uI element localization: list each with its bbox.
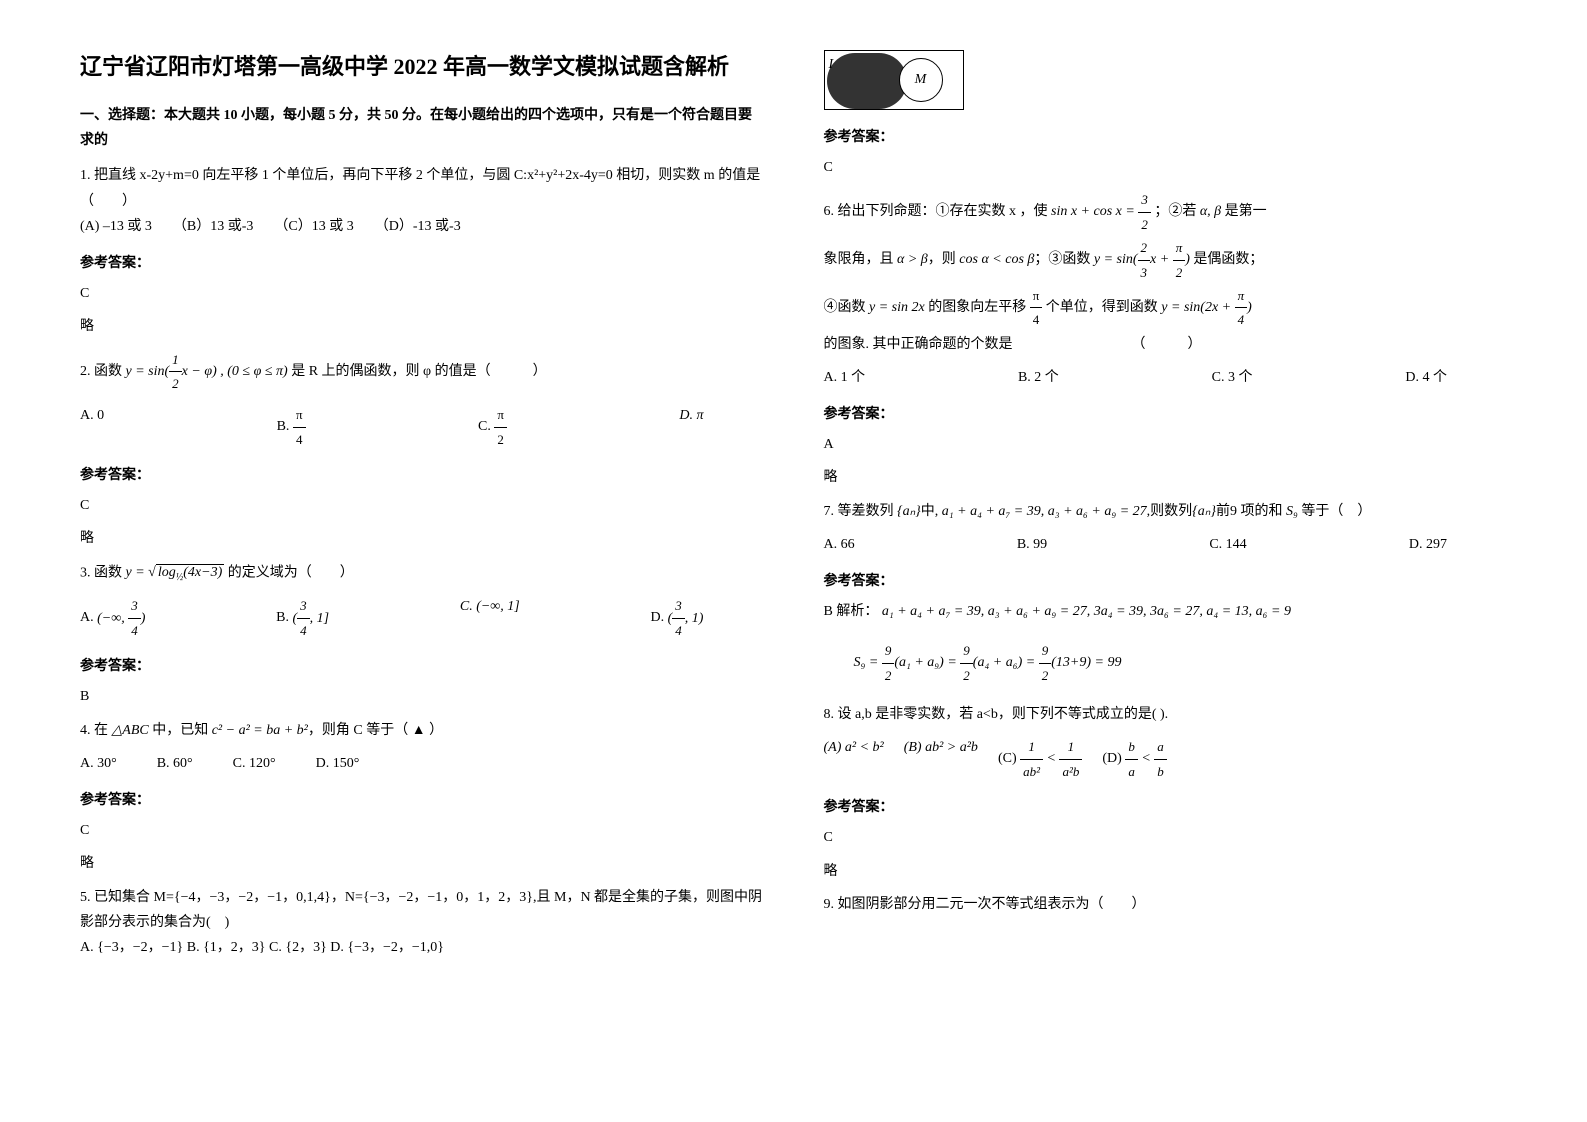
q5-answer: C: [824, 155, 1508, 180]
q7-answer-prefix: B 解析：: [824, 604, 879, 619]
q6-options: A. 1 个 B. 2 个 C. 3 个 D. 4 个: [824, 365, 1508, 390]
q3-opt-c: C. (−∞, 1]: [460, 594, 520, 642]
q2-opt-c: C. π2: [478, 403, 507, 451]
q3-answer: B: [80, 684, 764, 709]
q1-answer-label: 参考答案：: [80, 251, 764, 276]
question-8: 8. 设 a,b 是非零实数，若 a<b，则下列不等式成立的是( ). (A) …: [824, 702, 1508, 783]
q7-text: 7. 等差数列 {aₙ}中, a₁ + a₄ + a₇ = 39, a₃ + a…: [824, 499, 1508, 524]
q8-text: 8. 设 a,b 是非零实数，若 a<b，则下列不等式成立的是( ).: [824, 702, 1508, 727]
q2-answer: C: [80, 493, 764, 518]
q1-answer: C: [80, 281, 764, 306]
q7-opt-d: D. 297: [1409, 532, 1447, 557]
q2-answer-label: 参考答案：: [80, 463, 764, 488]
section-1-header: 一、选择题：本大题共 10 小题，每小题 5 分，共 50 分。在每小题给出的四…: [80, 103, 764, 153]
q5-answer-label: 参考答案：: [824, 125, 1508, 150]
q7-answer-label: 参考答案：: [824, 569, 1508, 594]
q3-prefix: 3. 函数: [80, 565, 122, 580]
q4-opt-b: B. 60°: [157, 751, 193, 776]
q6-line3: ④函数 y = sin 2x 的图象向左平移 π4 个单位，得到函数 y = s…: [824, 284, 1508, 332]
question-7: 7. 等差数列 {aₙ}中, a₁ + a₄ + a₇ = 39, a₃ + a…: [824, 499, 1508, 557]
left-column: 辽宁省辽阳市灯塔第一高级中学 2022 年高一数学文模拟试题含解析 一、选择题：…: [80, 50, 764, 1072]
q3-opt-a: A. (−∞, 34): [80, 594, 145, 642]
q6-line2: 象限角，且 α > β，则 cos α < cos β；③函数 y = sin(…: [824, 236, 1508, 284]
q6-answer-label: 参考答案：: [824, 402, 1508, 427]
q2-opt-d: D. π: [679, 403, 703, 451]
q8-opt-c: (C) 1ab² < 1a²b: [998, 735, 1082, 783]
q6-opt-a: A. 1 个: [824, 365, 866, 390]
q7-opt-b: B. 99: [1017, 532, 1047, 557]
q6-suffix: 的图象. 其中正确命题的个数是 （ ）: [824, 332, 1508, 357]
q2-formula: y = sin(12x − φ) , (0 ≤ φ ≤ π): [126, 364, 292, 379]
venn-shaded-region: [827, 53, 907, 109]
q4-text: 4. 在 △ABC 中，已知 c² − a² = ba + b²，则角 C 等于…: [80, 718, 764, 743]
q5-text: 5. 已知集合 M={−4，−3，−2，−1，0,1,4}，N={−3，−2，−…: [80, 885, 764, 935]
q7-analysis: B 解析： a₁ + a₄ + a₇ = 39, a₃ + a₆ + a₉ = …: [824, 599, 1508, 624]
venn-label-i: I: [829, 52, 834, 77]
question-2: 2. 函数 y = sin(12x − φ) , (0 ≤ φ ≤ π) 是 R…: [80, 348, 764, 452]
question-9: 9. 如图阴影部分用二元一次不等式组表示为（ ）: [824, 892, 1508, 917]
q8-note: 略: [824, 859, 1508, 884]
question-3: 3. 函数 y = √log½(4x−3) 的定义域为（ ） A. (−∞, 3…: [80, 560, 764, 643]
q6-opt-c: C. 3 个: [1212, 365, 1253, 390]
q2-opt-a: A. 0: [80, 403, 104, 451]
q4-opt-a: A. 30°: [80, 751, 117, 776]
venn-diagram: I M: [824, 50, 964, 110]
q7-calc2: S₉ = 92(a₁ + a₉) = 92(a₄ + a₆) = 92(13+9…: [854, 639, 1508, 687]
q4-answer-label: 参考答案：: [80, 788, 764, 813]
q8-opt-a: (A) a² < b²: [824, 735, 884, 783]
right-column: I M 参考答案： C 6. 给出下列命题：①存在实数 x ，使 sin x +…: [824, 50, 1508, 1072]
q2-opt-b: B. π4: [277, 403, 306, 451]
q3-formula: y = √log½(4x−3): [126, 564, 228, 580]
question-1: 1. 把直线 x-2y+m=0 向左平移 1 个单位后，再向下平移 2 个单位，…: [80, 163, 764, 239]
q1-text: 1. 把直线 x-2y+m=0 向左平移 1 个单位后，再向下平移 2 个单位，…: [80, 163, 764, 213]
q4-opt-c: C. 120°: [233, 751, 276, 776]
q8-opt-b: (B) ab² > a²b: [904, 735, 978, 783]
q6-note: 略: [824, 465, 1508, 490]
q7-opt-c: C. 144: [1209, 532, 1246, 557]
q5-options: A. {−3，−2，−1} B. {1，2，3} C. {2，3} D. {−3…: [80, 935, 764, 960]
q4-note: 略: [80, 851, 764, 876]
q2-suffix: 是 R 上的偶函数，则 φ 的值是（ ）: [291, 364, 546, 379]
q1-options: (A) –13 或 3 （B）13 或-3 （C）13 或 3 （D）-13 或…: [80, 214, 764, 239]
q3-answer-label: 参考答案：: [80, 654, 764, 679]
q6-opt-d: D. 4 个: [1405, 365, 1447, 390]
q3-opt-d: D. (34, 1): [651, 594, 704, 642]
q8-options: (A) a² < b² (B) ab² > a²b (C) 1ab² < 1a²…: [824, 735, 1508, 783]
q3-opt-b: B. (34, 1]: [276, 594, 329, 642]
question-4: 4. 在 △ABC 中，已知 c² − a² = ba + b²，则角 C 等于…: [80, 718, 764, 776]
q3-options: A. (−∞, 34) B. (34, 1] C. (−∞, 1] D. (34…: [80, 594, 764, 642]
q8-answer: C: [824, 825, 1508, 850]
q6-f1: sin x + cos x = 32: [1051, 204, 1151, 219]
q8-opt-d: (D) ba < ab: [1102, 735, 1166, 783]
q2-note: 略: [80, 526, 764, 551]
q1-note: 略: [80, 314, 764, 339]
q9-text: 9. 如图阴影部分用二元一次不等式组表示为（ ）: [824, 892, 1508, 917]
question-6: 6. 给出下列命题：①存在实数 x ，使 sin x + cos x = 32 …: [824, 188, 1508, 390]
q6-prefix: 6. 给出下列命题：①存在实数 x ，使: [824, 204, 1048, 219]
q3-suffix: 的定义域为（ ）: [228, 565, 354, 580]
page-title: 辽宁省辽阳市灯塔第一高级中学 2022 年高一数学文模拟试题含解析: [80, 50, 764, 83]
q4-answer: C: [80, 818, 764, 843]
q7-options: A. 66 B. 99 C. 144 D. 297: [824, 532, 1508, 557]
question-5: 5. 已知集合 M={−4，−3，−2，−1，0,1,4}，N={−3，−2，−…: [80, 885, 764, 961]
q7-calc1: a₁ + a₄ + a₇ = 39, a₃ + a₆ + a₉ = 27, 3a…: [882, 604, 1291, 619]
q8-answer-label: 参考答案：: [824, 795, 1508, 820]
q2-prefix: 2. 函数: [80, 364, 122, 379]
q4-options: A. 30° B. 60° C. 120° D. 150°: [80, 751, 764, 776]
venn-circle-m: M: [899, 58, 943, 102]
q2-options: A. 0 B. π4 C. π2 D. π: [80, 403, 764, 451]
q6-mid1: ；②若 α, β 是第一: [1154, 204, 1266, 219]
q6-answer: A: [824, 432, 1508, 457]
q4-opt-d: D. 150°: [316, 751, 360, 776]
q7-opt-a: A. 66: [824, 532, 855, 557]
q6-opt-b: B. 2 个: [1018, 365, 1059, 390]
